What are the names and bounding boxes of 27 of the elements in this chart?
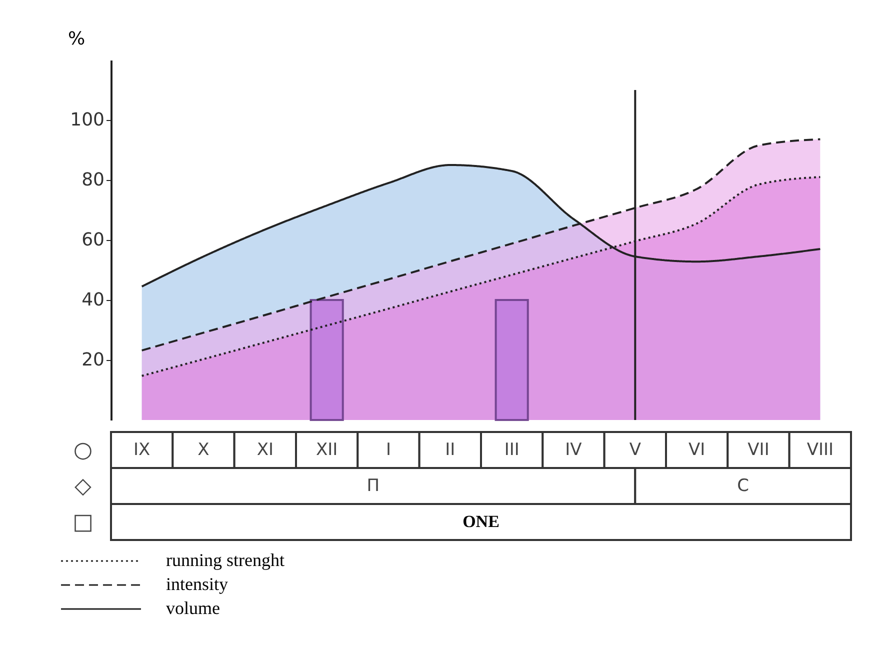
text: C	[737, 476, 750, 496]
text: ONE	[462, 512, 500, 531]
y-tick-label: 60	[82, 230, 104, 250]
text: □	[72, 510, 94, 535]
x-tick-label: VII	[748, 440, 770, 460]
legend-label: running strenght	[166, 550, 284, 570]
x-tick-label: VIII	[806, 440, 834, 460]
x-tick-label: V	[629, 440, 642, 460]
text: ◇	[74, 474, 92, 499]
x-tick-label: III	[504, 440, 520, 460]
x-tick-label: I	[386, 440, 392, 460]
y-tick-label: 80	[82, 170, 104, 190]
y-axis-title: %	[68, 28, 86, 50]
y-tick-label: 20	[82, 350, 104, 370]
text: ○	[73, 438, 93, 463]
x-tick-label: XI	[256, 440, 274, 460]
x-tick-label: X	[198, 440, 210, 460]
x-tick-label: II	[445, 440, 456, 460]
text: П	[366, 476, 380, 496]
legend-label: intensity	[166, 574, 228, 594]
legend-label: volume	[166, 598, 220, 618]
x-tick-label: IX	[133, 440, 151, 460]
y-tick-label: 40	[82, 290, 104, 310]
x-tick-label: VI	[688, 440, 706, 460]
y-tick-label: 100	[70, 110, 104, 130]
x-tick-label: XII	[316, 440, 338, 460]
x-tick-label: IV	[565, 440, 582, 460]
